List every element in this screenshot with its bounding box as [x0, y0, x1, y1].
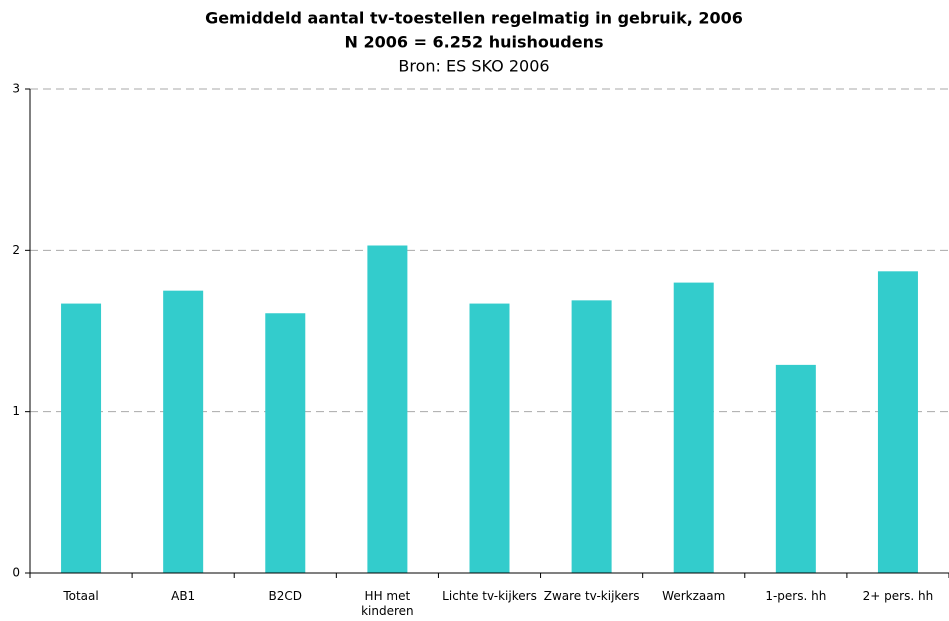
bar [571, 300, 612, 573]
bar [673, 282, 714, 573]
bar [367, 245, 408, 573]
bar [163, 290, 204, 573]
x-tick-label: AB1 [171, 589, 196, 603]
y-tick-label: 2 [12, 243, 20, 257]
bar [877, 271, 918, 573]
x-tick-label: HH met kinderen [361, 589, 414, 618]
x-tick-label: 2+ pers. hh [862, 589, 934, 603]
y-tick-label: 3 [12, 82, 20, 96]
x-tick-label: Zware tv-kijkers [543, 589, 640, 603]
x-tick-label: Totaal [63, 589, 99, 603]
x-tick-label: B2CD [268, 589, 303, 603]
x-tick-label: Werkzaam [662, 589, 726, 603]
bar [265, 313, 306, 573]
x-tick-label: Lichte tv-kijkers [442, 589, 537, 603]
bar [775, 364, 816, 573]
x-tick-label: 1-pers. hh [765, 589, 827, 603]
chart-title: Gemiddeld aantal tv-toestellen regelmati… [205, 9, 743, 28]
y-tick-label: 1 [12, 404, 20, 418]
bar [469, 303, 510, 573]
bar [61, 303, 102, 573]
chart-source: Bron: ES SKO 2006 [398, 57, 549, 76]
chart-subtitle: N 2006 = 6.252 huishoudens [345, 33, 604, 52]
y-tick-label: 0 [12, 566, 20, 580]
